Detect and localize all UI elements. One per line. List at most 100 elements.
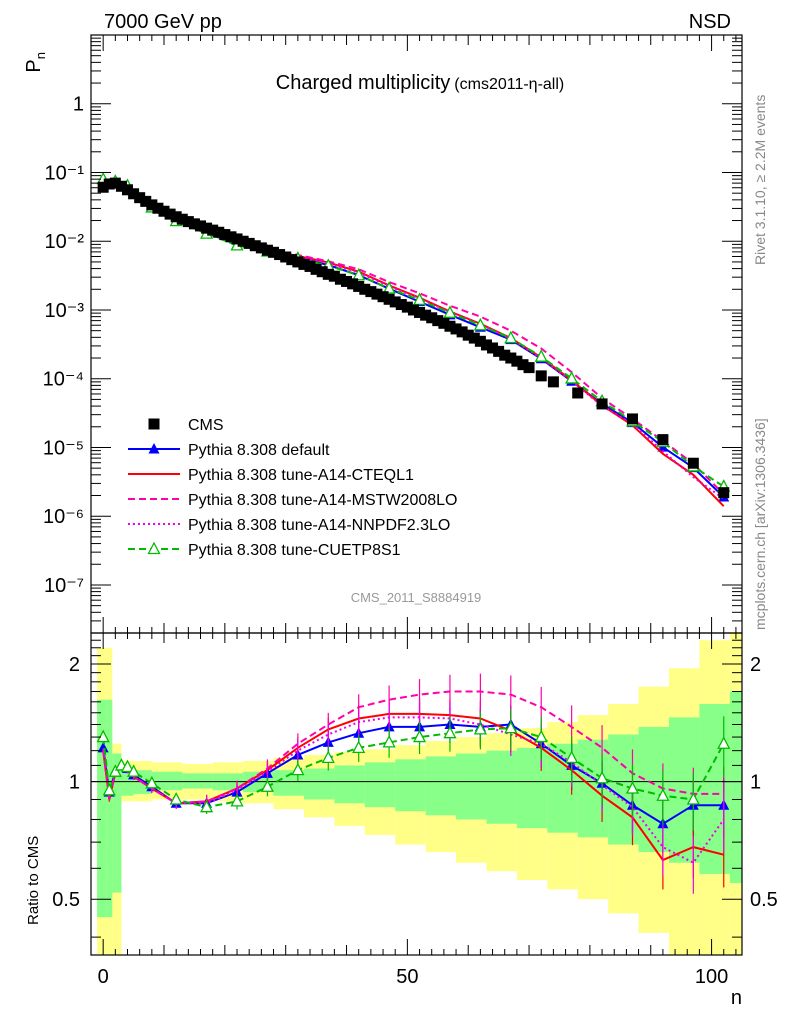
cms-data-point [97,181,109,193]
main-series-line [103,181,725,495]
legend-label: Pythia 8.308 tune-A14-MSTW2008LO [188,492,457,509]
y-tick-label-ratio-right: 0.5 [750,889,778,911]
ratio-point [656,788,670,801]
x-axis-label: n [731,987,742,1009]
ratio-point [230,793,244,807]
legend-marker [148,443,160,454]
cms-data-point [444,320,456,332]
y-tick-label-ratio-right: 1 [750,772,761,794]
legend-marker [148,418,160,430]
band-green-bin [729,691,742,884]
y-axis-label-main: Pn [23,52,48,73]
ratio-point [504,720,518,734]
ratio-point [412,729,427,743]
ratio-point [717,736,731,749]
cms-data-point [493,345,505,357]
y-tick-label-ratio-left: 2 [69,654,80,676]
legend-label: Pythia 8.308 tune-CUETP8S1 [188,542,401,559]
ratio-point [200,799,214,813]
cms-data-point [122,184,134,196]
cms-data-point [535,370,547,382]
header-left: 7000 GeV pp [104,11,222,33]
band-green-bin [486,750,517,824]
main-point [534,349,548,362]
y-tick-label-ratio-left: 0.5 [52,889,80,911]
cms-data-point [213,226,225,238]
cms-data-point [371,288,383,300]
cms-data-point [365,286,377,298]
cms-data-point [176,213,188,225]
cms-data-point [523,362,535,374]
main-series-cms [97,177,730,499]
ratio-point [595,770,609,784]
cms-data-point [219,229,231,241]
cms-data-point [347,278,359,290]
main-point [412,292,427,306]
cms-data-point [596,398,608,410]
cms-data-point [231,233,243,245]
y-tick-label-main: 10⁻⁵ [43,437,84,459]
cms-data-point [261,244,273,256]
ratio-point [321,750,335,764]
cms-data-point [310,263,322,275]
cms-data-point [353,280,365,292]
band-green-bin [112,753,122,893]
cms-data-point [420,309,432,321]
y-tick-label-main: 10⁻³ [45,300,85,322]
legend-item-pythia-8-308-tune-a14-cteql1: Pythia 8.308 tune-A14-CTEQL1 [128,467,414,484]
panel-frames [90,34,743,956]
ratio-point [625,781,640,794]
ratio-point [352,740,366,753]
side-text-rivet: Rivet 3.1.10, ≥ 2.2M events [752,95,768,265]
axis-ticks: 0 50 100 10⁻⁷ 10⁻⁶ 10⁻⁵ 10⁻⁴ 10⁻³ 10⁻² 10⁻¹ 1 0.5 0.… [43,35,778,988]
band-green-bin [456,753,487,820]
legend-label: Pythia 8.308 tune-A14-NNPDF2.3LO [188,517,450,534]
cms-data-point [572,387,584,399]
main-point [504,330,518,344]
cms-data-point [188,218,200,230]
chart-title-main: Charged multiplicity [276,72,451,94]
cms-data-point [718,487,730,499]
cms-data-point [298,258,310,270]
cms-data-point [517,359,529,371]
cms-data-point [103,178,115,190]
cms-data-point [438,317,450,329]
ratio-series-pythia-8-308-tune-cuetp8s1 [96,709,731,831]
cms-data-point [328,270,340,282]
cms-data-point [414,306,426,318]
band-green-bin [106,699,113,918]
main-point [473,317,487,331]
ratio-point [534,729,548,743]
band-green-bin [151,771,183,791]
cms-data-point [152,202,164,214]
cms-data-point [505,352,517,364]
cms-data-point [128,188,140,200]
band-green-bin [516,747,548,829]
cms-data-point [164,208,176,220]
cms-data-point [426,312,438,324]
ratio-point [96,729,110,743]
ratio-point [145,775,159,789]
ratio-series-line [102,690,724,805]
y-axis-label-main-text: P [23,59,45,72]
cms-data-point [341,275,353,287]
watermark: CMS_2011_S8884919 [351,590,482,605]
x-tick-label: 0 [98,966,109,988]
header-right: NSD [689,11,731,33]
side-text-mcplots: mcplots.cern.ch [arXiv:1306.3436] [752,418,768,630]
ratio-point [127,764,141,777]
cms-data-point [201,222,213,234]
cms-data-point [170,211,182,223]
cms-data-point [389,296,401,308]
cms-data-point [383,293,395,305]
main-series-pythia-8-308-tune-a14-mstw2008lo [103,181,725,495]
cms-data-point [626,413,638,425]
cms-data-point [268,246,280,258]
cms-data-point [316,266,328,278]
cms-data-point [249,240,261,252]
chart-title: Charged multiplicity (cms2011-η-all) [276,72,564,94]
ratio-point [260,779,275,792]
chart-subtitle: (cms2011-η-all) [454,76,564,93]
cms-data-point [243,237,255,249]
